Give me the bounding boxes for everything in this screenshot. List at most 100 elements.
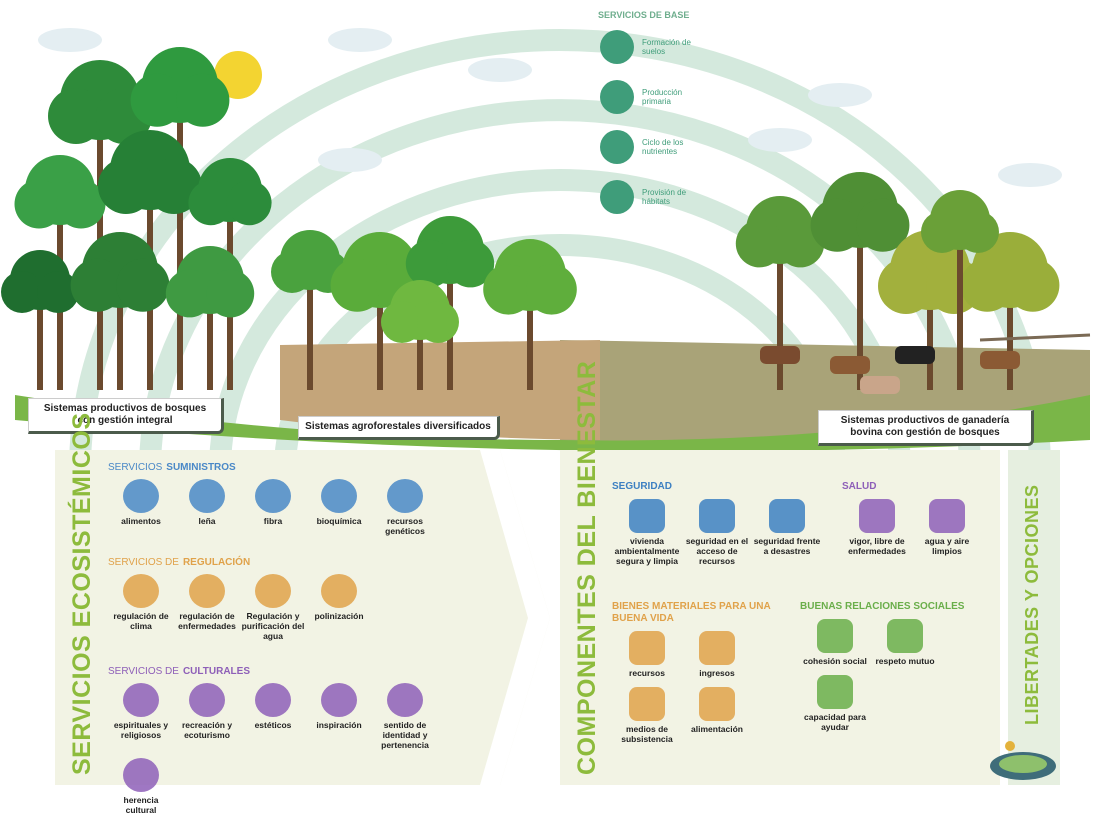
system-label: Sistemas productivos de ganadería bovina… — [818, 410, 1034, 446]
system-label: Sistemas agroforestales diversificados — [298, 416, 500, 440]
base-icon — [600, 130, 634, 164]
wellbeing-item: medios de subsistencia — [612, 687, 682, 745]
cow — [860, 376, 900, 394]
service-item: bioquímica — [306, 479, 372, 537]
service-label: alimentos — [108, 517, 174, 527]
base-item: Ciclo de los nutrientes — [600, 130, 694, 164]
service-icon — [189, 683, 225, 717]
service-group: SERVICIOS DE REGULACIÓN regulación de clim… — [108, 557, 498, 649]
canopy — [227, 180, 272, 225]
service-label: recursos genéticos — [372, 517, 438, 537]
service-label: inspiración — [306, 721, 372, 731]
canopy — [1, 271, 43, 313]
base-label: Formación de suelos — [642, 38, 694, 56]
wellbeing-label: vivienda ambientalmente segura y limpia — [612, 537, 682, 566]
service-label: estéticos — [240, 721, 306, 731]
service-item: sentido de identidad y pertenencia — [372, 683, 438, 750]
wellbeing-group: BUENAS RELACIONES SOCIALES cohesión socia… — [800, 601, 1000, 740]
freedom-title: LIBERTADES Y OPCIONES — [1022, 484, 1043, 725]
service-item: polinización — [306, 574, 372, 641]
canopy — [811, 199, 864, 252]
service-label: leña — [174, 517, 240, 527]
group-title: SERVICIOS DE REGULACIÓN — [108, 557, 498, 568]
cloud — [998, 163, 1062, 187]
wellbeing-item: agua y aire limpios — [912, 499, 982, 557]
logo — [988, 738, 1058, 782]
canopy — [271, 251, 313, 293]
service-label: recreación y ecoturismo — [174, 721, 240, 741]
base-icon — [600, 80, 634, 114]
items: alimentosleñafibrabioquímicarecursos gen… — [108, 479, 498, 545]
service-item: estéticos — [240, 683, 306, 750]
wellbeing-icon — [859, 499, 895, 533]
canopy — [1006, 259, 1059, 312]
service-icon — [123, 574, 159, 608]
wellbeing-icon — [887, 619, 923, 653]
canopy — [483, 264, 533, 314]
cow — [895, 346, 935, 364]
canopy — [957, 211, 999, 253]
canopy — [526, 264, 576, 314]
canopy — [331, 259, 384, 312]
group-title: SERVICIOS DE CULTURALES — [108, 666, 498, 677]
group-title-bold: REGULACIÓN — [183, 557, 250, 568]
wellbeing-title: COMPONENTES DEL BIENESTAR — [573, 361, 602, 775]
group-title-prefix: SERVICIOS DE — [108, 557, 179, 568]
service-label: regulación de clima — [108, 612, 174, 632]
wellbeing-label: medios de subsistencia — [612, 725, 682, 745]
cloud — [38, 28, 102, 52]
group-title-bold: CULTURALES — [183, 666, 250, 677]
wellbeing-item: seguridad en el acceso de recursos — [682, 499, 752, 566]
base-item: Formación de suelos — [600, 30, 694, 64]
wellbeing-item: vivienda ambientalmente segura y limpia — [612, 499, 682, 566]
service-item: recursos genéticos — [372, 479, 438, 537]
wellbeing-label: capacidad para ayudar — [800, 713, 870, 733]
service-group: SERVICIOSSUMINISTROSalimentosleñafibrabi… — [108, 462, 498, 545]
wellbeing-icon — [817, 675, 853, 709]
wellbeing-item: seguridad frente a desastres — [752, 499, 822, 566]
group-title-bold: SUMINISTROS — [166, 462, 235, 473]
group-title-prefix: SERVICIOS DE — [108, 666, 179, 677]
service-item: leña — [174, 479, 240, 537]
service-item: herencia cultural — [108, 758, 174, 816]
wellbeing-icon — [629, 499, 665, 533]
base-label: Ciclo de los nutrientes — [642, 138, 694, 156]
wellbeing-icon — [629, 631, 665, 665]
cow — [980, 351, 1020, 369]
base-item: Producción primaria — [600, 80, 694, 114]
canopy — [878, 258, 934, 314]
wellbeing-label: seguridad en el acceso de recursos — [682, 537, 752, 566]
canopy — [417, 301, 459, 343]
wellbeing-icon — [699, 687, 735, 721]
cow — [760, 346, 800, 364]
cloud — [468, 58, 532, 82]
canopy — [188, 180, 233, 225]
wellbeing-icon — [817, 619, 853, 653]
service-icon — [255, 479, 291, 513]
ecosystem-title: SERVICIOS ECOSISTÉMICOS — [68, 412, 97, 775]
base-item: Provisión de hábitats — [600, 180, 694, 214]
wellbeing-icon — [629, 687, 665, 721]
wellbeing-item: alimentación — [682, 687, 752, 745]
service-icon — [123, 758, 159, 792]
service-label: sentido de identidad y pertenencia — [372, 721, 438, 750]
canopy — [166, 270, 214, 318]
wellbeing-item: recursos — [612, 631, 682, 679]
cloud — [328, 28, 392, 52]
canopy — [71, 259, 124, 312]
wellbeing-icon — [769, 499, 805, 533]
wellbeing-label: vigor, libre de enfermedades — [842, 537, 912, 557]
service-label: espirituales y religiosos — [108, 721, 174, 741]
cow — [830, 356, 870, 374]
trunk — [177, 85, 183, 390]
service-icon — [321, 683, 357, 717]
base-icon — [600, 180, 634, 214]
group-title: BUENAS RELACIONES SOCIALES — [800, 601, 970, 613]
base-list: Formación de suelos Producción primaria Ci… — [600, 30, 694, 230]
service-item: inspiración — [306, 683, 372, 750]
